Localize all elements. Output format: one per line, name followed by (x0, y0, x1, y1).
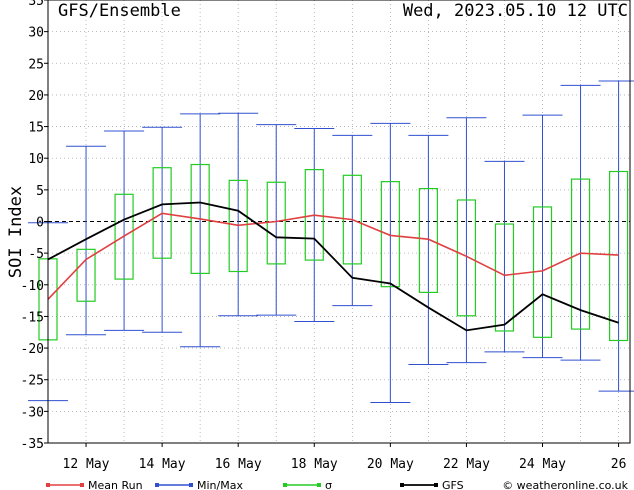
x-tick-label: 22 May (443, 457, 490, 472)
legend-marker (283, 483, 287, 487)
legend-label: Mean Run (88, 479, 143, 490)
legend-marker (317, 483, 321, 487)
sigma-box (76, 248, 96, 302)
legend-label: Min/Max (197, 479, 243, 490)
x-tick-label: 26 (611, 457, 627, 472)
credit-text: © weatheronline.co.uk (502, 479, 628, 490)
x-axis: 12 May 14 May 16 May 18 May 20 May 22 May 24 M… (63, 443, 627, 472)
sigma-box (380, 181, 400, 288)
mean-run-line (47, 212, 619, 300)
legend-marker (46, 483, 50, 487)
chart-timestamp: Wed, 2023.05.10 12 UTC (403, 1, 628, 21)
legend: Mean Run Min/Max σ GFS (46, 479, 464, 490)
y-tick-label: 5 (36, 184, 44, 199)
y-tick-label: 30 (28, 26, 44, 41)
sigma-box (608, 170, 629, 342)
y-tick-label: -20 (21, 342, 44, 357)
legend-marker (80, 483, 84, 487)
y-axis: -35 -30 -25 -20 -15 -10 -5 0 5 10 15 20 25 30 35 (21, 0, 48, 452)
series-line-layer (47, 201, 619, 332)
sigma-layer (38, 163, 629, 342)
sigma-box (114, 193, 134, 280)
legend-marker (155, 483, 159, 487)
y-tick-label: -25 (21, 374, 44, 389)
y-tick-label: 20 (28, 89, 44, 104)
sigma-box (304, 169, 324, 261)
legend-label: GFS (442, 479, 464, 490)
sigma-box (152, 167, 172, 259)
x-tick-label: 12 May (63, 457, 110, 472)
sigma-box (418, 187, 438, 293)
legend-marker (400, 483, 404, 487)
y-tick-label: -5 (28, 247, 44, 262)
sigma-box (190, 163, 210, 274)
legend-marker (189, 483, 193, 487)
legend-label: σ (325, 479, 332, 490)
min-max-layer (28, 80, 634, 403)
y-tick-label: -15 (21, 310, 44, 325)
y-tick-label: -35 (21, 437, 44, 452)
x-tick-label: 20 May (367, 457, 414, 472)
y-tick-label: 15 (28, 121, 44, 136)
x-tick-label: 24 May (519, 457, 566, 472)
x-tick-label: 16 May (215, 457, 262, 472)
x-tick-label: 14 May (139, 457, 186, 472)
y-tick-label: -10 (21, 279, 44, 294)
gfs-line (47, 201, 619, 332)
sigma-box (342, 174, 362, 265)
y-tick-label: 25 (28, 57, 44, 72)
legend-marker (434, 483, 438, 487)
chart-title: GFS/Ensemble (58, 1, 181, 21)
y-axis-label: SOI Index (6, 186, 26, 278)
x-tick-label: 18 May (291, 457, 338, 472)
sigma-box (494, 223, 515, 332)
sigma-box (456, 199, 477, 317)
y-tick-label: 0 (36, 216, 44, 231)
sigma-box (228, 179, 248, 273)
y-tick-label: -30 (21, 405, 44, 420)
y-tick-label: 35 (28, 0, 44, 9)
y-tick-label: 10 (28, 152, 44, 167)
